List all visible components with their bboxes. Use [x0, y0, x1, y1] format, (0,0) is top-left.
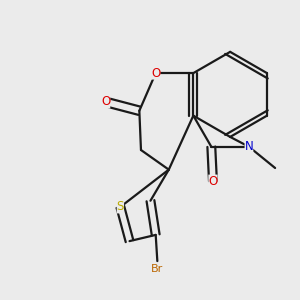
Text: O: O: [101, 95, 110, 108]
Text: S: S: [117, 200, 124, 213]
Text: O: O: [208, 175, 218, 188]
Text: N: N: [244, 140, 253, 153]
Text: Br: Br: [151, 264, 164, 274]
Text: O: O: [151, 67, 160, 80]
